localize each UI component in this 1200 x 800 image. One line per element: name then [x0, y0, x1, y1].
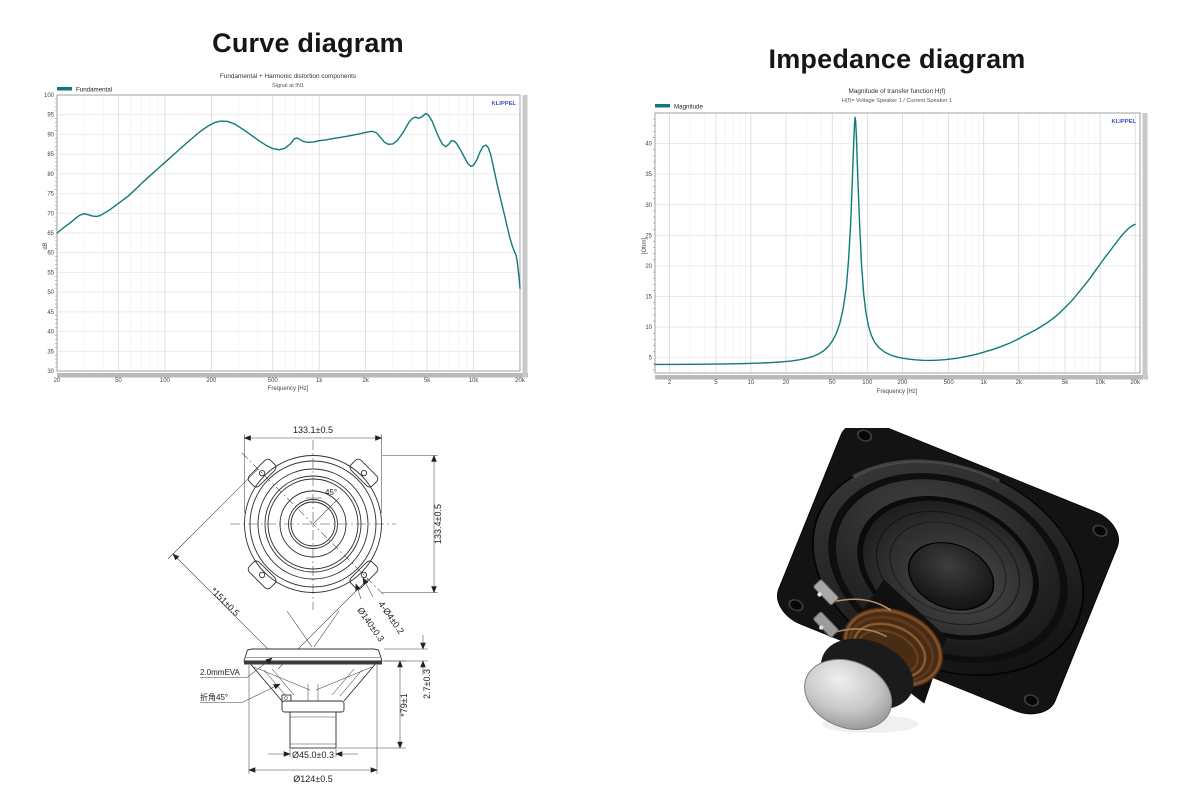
- dim-frame-diameter: Ø124±0.5: [293, 774, 332, 784]
- label-gasket: 2.0mmEVA: [200, 668, 241, 677]
- label-chamfer: 折角45°: [200, 692, 228, 702]
- y-tick-label: 15: [645, 295, 652, 301]
- x-tick-label: 2: [668, 380, 672, 386]
- front-view: 45° 133.1±0.5 133.4±0.5 *151±0.5 Ø140±0.…: [167, 425, 443, 670]
- y-tick-label: 85: [47, 152, 54, 158]
- x-tick-label: 1k: [316, 378, 323, 384]
- y-tick-label: 5: [649, 356, 653, 362]
- magnet: [804, 659, 893, 730]
- fundamental-chart: 20 50 100 200 500 1k 2k 5k 10k 20k 30 35 40 45 50 55 60 6…: [43, 73, 528, 392]
- y-tick-label: 10: [645, 325, 652, 331]
- legend-swatch: [655, 104, 670, 108]
- screw-hole: [1023, 694, 1040, 707]
- klippel-watermark: KLIPPEL: [492, 101, 517, 107]
- dust-cap: [907, 541, 995, 611]
- y-tick-label: 30: [645, 203, 652, 209]
- y-tick-label: 25: [645, 233, 652, 239]
- series-curve: [56, 112, 521, 289]
- dim-depth: *79±1: [399, 693, 409, 716]
- x-tick-label: 200: [206, 378, 217, 384]
- chart-subtitle: Signal at IN1: [272, 83, 304, 89]
- y-tick-label: 35: [47, 349, 54, 355]
- y-axis-label: dB: [43, 242, 49, 249]
- x-tick-label: 100: [160, 378, 171, 384]
- y-tick-label: 70: [47, 211, 54, 217]
- y-tick-label: 40: [47, 330, 54, 336]
- x-tick-label: 10k: [469, 378, 480, 384]
- dim-magnet-diameter: Ø45.0±0.3: [292, 750, 334, 760]
- y-tick-label: 90: [47, 132, 54, 138]
- klippel-watermark: KLIPPEL: [1112, 119, 1137, 125]
- y-tick-label: 75: [47, 192, 54, 198]
- y-tick-label: 20: [645, 264, 652, 270]
- x-tick-label: 20k: [515, 378, 526, 384]
- y-tick-label: 40: [645, 142, 652, 148]
- y-tick-label: 35: [645, 172, 652, 178]
- speaker-photo: [777, 428, 1119, 733]
- x-tick-label: 20: [54, 378, 61, 384]
- chart-title: Magnitude of transfer function H(f): [849, 88, 946, 95]
- legend-label: Fundamental: [76, 87, 112, 94]
- chart-title: Fundamental + Harmonic distortion compon…: [220, 73, 356, 80]
- dimension-drawing: 45° 133.1±0.5 133.4±0.5 *151±0.5 Ø140±0.…: [167, 425, 443, 784]
- legend-swatch: [57, 87, 72, 91]
- x-tick-label: 5k: [1062, 380, 1069, 386]
- x-tick-label: 200: [897, 380, 908, 386]
- y-tick-label: 65: [47, 231, 54, 237]
- x-tick-label: 2k: [362, 378, 369, 384]
- y-axis-label: [Ohm]: [642, 238, 648, 255]
- x-tick-label: 500: [944, 380, 955, 386]
- terminals: [813, 579, 892, 638]
- x-tick-label: 100: [862, 380, 873, 386]
- x-tick-label: 5k: [424, 378, 431, 384]
- screw-hole: [1092, 524, 1108, 537]
- impedance-diagram-heading: Impedance diagram: [768, 44, 1026, 74]
- chart-subtitle: H(f)= Voltage Speaker 1 / Current Speake…: [842, 98, 952, 104]
- dim-gasket-thickness: 2.7±0.3: [422, 669, 432, 699]
- y-tick-label: 55: [47, 270, 54, 276]
- axis-bar-right: [522, 95, 528, 378]
- y-tick-label: 60: [47, 251, 54, 257]
- axis-bar-bottom: [655, 375, 1148, 380]
- x-tick-label: 10k: [1095, 380, 1106, 386]
- x-tick-label: 10: [748, 380, 755, 386]
- series-curve: [654, 116, 1136, 366]
- dim-angle: 45°: [325, 488, 337, 497]
- y-tick-label: 30: [47, 369, 54, 375]
- x-axis-label: Frequency [Hz]: [268, 386, 309, 392]
- side-view: 2.0mmEVA 折角45° *79±1 2.7±0.3 Ø45.0±0.3: [200, 635, 432, 784]
- dim-front-height: 133.4±0.5: [433, 504, 443, 544]
- x-tick-label: 2k: [1016, 380, 1023, 386]
- axis-bar-right: [1142, 113, 1148, 380]
- x-tick-label: 20: [783, 380, 790, 386]
- x-axis-label: Frequency [Hz]: [877, 389, 918, 395]
- x-tick-label: 50: [115, 378, 122, 384]
- y-tick-label: 50: [47, 290, 54, 296]
- y-tick-label: 100: [44, 93, 55, 99]
- curve-diagram-heading: Curve diagram: [212, 28, 404, 58]
- y-tick-label: 80: [47, 172, 54, 178]
- dim-front-diagonal: *151±0.5: [209, 586, 242, 619]
- x-tick-label: 500: [268, 378, 279, 384]
- axis-bar-bottom: [57, 373, 528, 378]
- y-tick-label: 95: [47, 113, 54, 119]
- y-tick-label: 45: [47, 310, 54, 316]
- plot-frame: [654, 112, 1141, 374]
- screw-hole: [856, 429, 873, 442]
- x-tick-label: 20k: [1130, 380, 1141, 386]
- impedance-chart: 2 5 10 20 50 100 200 500 1k 2k 5k 10k 20k51015202530…: [642, 88, 1148, 395]
- legend-label: Magnitude: [674, 104, 703, 111]
- x-tick-label: 50: [829, 380, 836, 386]
- x-tick-label: 1k: [981, 380, 988, 386]
- dim-front-width: 133.1±0.5: [293, 425, 333, 435]
- screw-hole: [788, 599, 804, 612]
- speaker-motor: [804, 579, 947, 730]
- x-tick-label: 5: [714, 380, 718, 386]
